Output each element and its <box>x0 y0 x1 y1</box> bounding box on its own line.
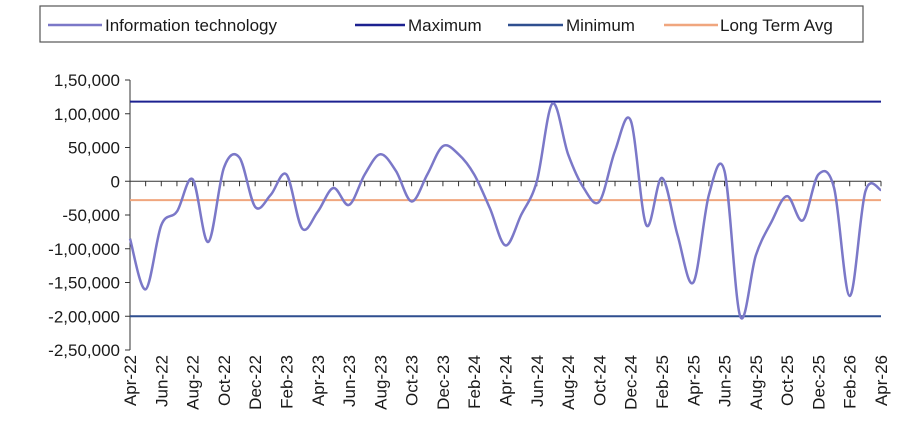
x-tick-label: Apr-23 <box>309 355 328 406</box>
y-tick-label: 0 <box>111 172 120 191</box>
x-tick-label: Oct-25 <box>778 355 797 406</box>
x-tick-label: Oct-22 <box>215 355 234 406</box>
y-tick-label: -2,00,000 <box>48 307 120 326</box>
y-tick-label: 1,00,000 <box>54 105 120 124</box>
x-axis-ticks: Apr-22 Jun-22 Aug-22 Oct-22 Dec-22 Feb-23 Apr-… <box>121 355 891 410</box>
x-tick-label: Apr-26 <box>872 355 891 406</box>
y-axis-ticks: 1,50,000 1,00,000 50,000 0 -50,000 -1,00,000 -… <box>48 71 130 360</box>
x-tick-label: Dec-23 <box>434 355 453 410</box>
x-tick-label: Feb-26 <box>841 355 860 409</box>
x-tick-label: Aug-23 <box>371 355 390 410</box>
legend-label-min: Minimum <box>566 16 635 35</box>
x-tick-label: Aug-25 <box>747 355 766 410</box>
y-tick-label: 50,000 <box>68 139 120 158</box>
x-tick-label: Jun-23 <box>340 355 359 407</box>
x-tick-label: Apr-25 <box>684 355 703 406</box>
information-technology-line <box>128 102 882 320</box>
y-tick-label: -1,50,000 <box>48 274 120 293</box>
y-tick-label: -50,000 <box>62 206 120 225</box>
legend-box <box>39 5 864 43</box>
x-tick-label: Aug-24 <box>559 355 578 410</box>
x-tick-label: Apr-22 <box>121 355 140 406</box>
x-tick-label: Dec-24 <box>622 355 641 410</box>
y-tick-label: -1,00,000 <box>48 240 120 259</box>
x-tick-label: Feb-25 <box>653 355 672 409</box>
legend-label-avg: Long Term Avg <box>720 16 833 35</box>
y-tick-label: -2,50,000 <box>48 341 120 360</box>
x-tick-label: Dec-22 <box>246 355 265 410</box>
series-layer <box>128 100 882 320</box>
y-tick-label: 1,50,000 <box>54 71 120 90</box>
x-tick-label: Jun-25 <box>716 355 735 407</box>
x-tick-label: Oct-23 <box>403 355 422 406</box>
x-tick-label: Feb-24 <box>465 355 484 409</box>
x-tick-label: Oct-24 <box>590 355 609 406</box>
x-tick-label: Apr-24 <box>497 355 516 406</box>
x-tick-label: Jun-24 <box>528 355 547 407</box>
x-tick-label: Feb-23 <box>277 355 296 409</box>
x-tick-label: Aug-22 <box>184 355 203 410</box>
legend-label-it: Information technology <box>105 16 277 35</box>
legend: Information technology Maximum Minimum L… <box>39 5 864 43</box>
x-tick-label: Jun-22 <box>152 355 171 407</box>
legend-label-max: Maximum <box>408 16 482 35</box>
x-tick-label: Dec-25 <box>809 355 828 410</box>
